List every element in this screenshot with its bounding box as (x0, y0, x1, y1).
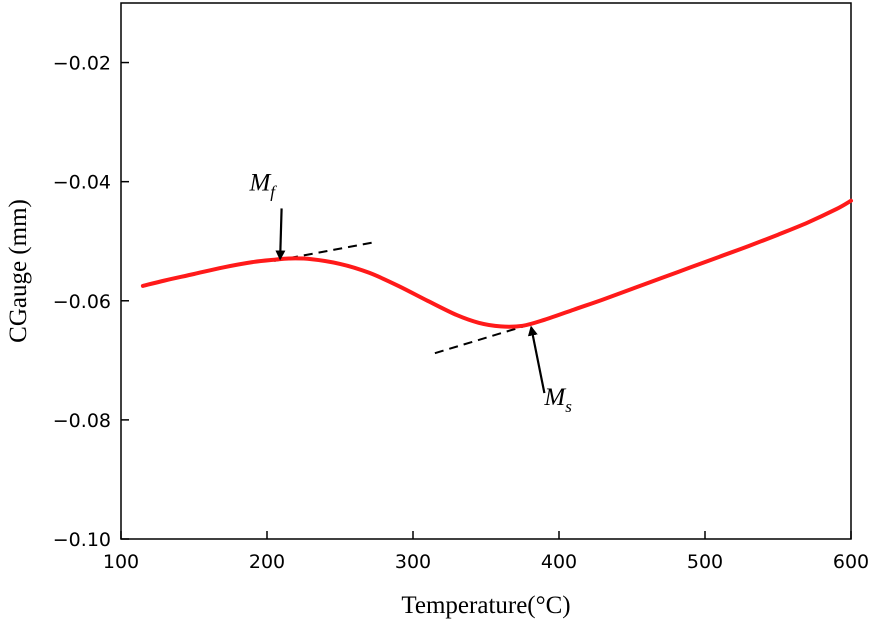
x-axis-title: Temperature(°C) (401, 592, 570, 619)
annotation-subscript: s (565, 397, 572, 416)
x-tick-label: 500 (687, 551, 723, 573)
y-tick-label: −0.10 (53, 529, 111, 551)
y-tick-label: −0.06 (53, 291, 111, 313)
x-tick-label: 600 (833, 551, 869, 573)
y-tick-label: −0.02 (53, 53, 111, 75)
y-axis-title: CGauge (mm) (5, 199, 32, 343)
series-line (140, 198, 853, 329)
data-series (140, 198, 853, 329)
y-tick-label: −0.08 (53, 410, 111, 432)
annotation-label: Ms (543, 384, 572, 416)
x-tick-label: 200 (249, 551, 285, 573)
annotation-arrow (275, 208, 286, 261)
x-tick-label: 400 (541, 551, 577, 573)
x-axis-ticks: 100 200 300 400 500 600 (103, 531, 869, 573)
y-tick-label: −0.04 (53, 172, 111, 194)
x-tick-label: 300 (395, 551, 431, 573)
plot-area-frame (120, 2, 852, 540)
annotation-subscript: f (270, 183, 277, 202)
annotation-label: Mf (248, 170, 277, 202)
x-tick-label: 100 (103, 551, 139, 573)
y-axis-ticks: −0.10 −0.08 −0.06 −0.04 −0.02 (53, 53, 129, 551)
annotation-arrow (527, 325, 546, 394)
